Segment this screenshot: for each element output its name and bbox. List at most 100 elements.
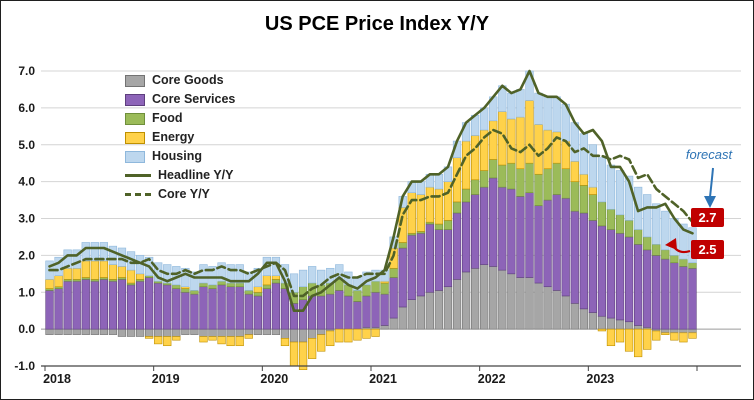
bar-segment	[108, 328, 118, 335]
bar-segment	[489, 266, 498, 330]
bar-segment	[389, 267, 398, 278]
bar-segment	[543, 199, 552, 288]
bar-segment	[407, 299, 416, 330]
bar-segment	[534, 92, 543, 125]
bar-segment	[634, 328, 643, 358]
bar-segment	[606, 208, 616, 230]
bar-segment	[326, 293, 335, 330]
bar-segment	[190, 328, 199, 335]
bar-segment	[552, 194, 561, 291]
bar-segment	[425, 223, 434, 293]
bar-segment	[117, 328, 127, 337]
bar-segment	[353, 301, 362, 330]
bar-segment	[407, 234, 416, 300]
bar-segment	[597, 201, 607, 227]
y-tick-label: 3.0	[18, 212, 35, 226]
bar-segment	[398, 306, 407, 330]
bar-segment	[543, 96, 552, 131]
bar-segment	[235, 282, 244, 288]
bar-segment	[208, 284, 217, 289]
bar-segment	[217, 280, 226, 286]
bar-segment	[434, 223, 444, 230]
core-line	[48, 128, 694, 298]
bar-segment	[461, 271, 471, 330]
bar-segment	[561, 197, 570, 297]
bar-segment	[190, 271, 199, 291]
bar-segment	[253, 286, 262, 293]
bar-segment	[90, 260, 99, 280]
bar-segment	[326, 330, 335, 347]
bar-segment	[679, 328, 688, 334]
bar-segment	[480, 170, 489, 188]
bar-segment	[534, 173, 543, 206]
bar-segment	[652, 330, 661, 341]
bar-segment	[597, 157, 607, 203]
x-tick-label: 2021	[369, 372, 397, 386]
bar-segment	[81, 279, 90, 330]
bar-segment	[271, 275, 281, 280]
y-tick-label: 6.0	[18, 101, 35, 115]
bar-segment	[199, 282, 208, 288]
bar-segment	[579, 212, 588, 310]
bar-segment	[145, 336, 154, 339]
bar-segment	[380, 282, 389, 295]
bar-segment	[235, 328, 244, 337]
headline-line-sample	[125, 174, 151, 177]
bar-segment	[452, 201, 462, 214]
legend-item-energy: Energy	[125, 128, 235, 147]
bar-segment	[516, 116, 525, 170]
bar-segment	[280, 338, 290, 347]
bar-segment	[172, 328, 181, 337]
x-tick-label: 2019	[152, 372, 180, 386]
bar-segment	[271, 282, 281, 330]
bar-segment	[606, 164, 616, 210]
bar-segment	[561, 168, 570, 199]
bar-segment	[289, 273, 299, 293]
bar-segment	[552, 96, 561, 133]
bar-segment	[235, 286, 244, 330]
bar-segment	[416, 181, 425, 195]
bar-segment	[634, 244, 643, 326]
bar-segment	[679, 223, 688, 260]
core-goods-swatch	[125, 74, 145, 87]
bar-segment	[534, 205, 543, 284]
chart-title: US PCE Price Index Y/Y	[264, 13, 490, 35]
bar-segment	[172, 284, 181, 289]
bar-segment	[507, 273, 516, 330]
bar-segment	[253, 328, 262, 335]
bar-segment	[507, 92, 516, 120]
bar-segment	[145, 328, 154, 337]
bar-segment	[81, 260, 90, 278]
legend-label: Core Y/Y	[158, 187, 210, 202]
bar-segment	[262, 328, 271, 335]
food-swatch	[125, 112, 145, 125]
bar-segment	[289, 341, 299, 367]
bar-segment	[99, 328, 108, 335]
bar-segment	[461, 140, 471, 190]
bar-segment	[688, 332, 697, 339]
bar-segment	[362, 328, 371, 339]
bar-segment	[507, 162, 516, 190]
bar-segment	[72, 328, 81, 335]
bar-segment	[208, 288, 217, 330]
bar-segment	[652, 255, 661, 330]
bar-segment	[579, 308, 588, 330]
bar-segment	[271, 328, 281, 335]
bar-segment	[688, 328, 697, 334]
bar-segment	[145, 277, 154, 330]
bar-segment	[335, 328, 344, 343]
bar-segment	[308, 266, 317, 284]
y-tick-label: 7.0	[18, 64, 35, 78]
bar-segment	[579, 185, 588, 214]
bar-segment	[615, 328, 625, 343]
bar-segment	[624, 236, 634, 323]
bar-segment	[108, 264, 118, 280]
bar-segment	[154, 328, 163, 337]
bar-segment	[452, 279, 462, 330]
bar-segment	[317, 328, 326, 335]
bar-segment	[108, 245, 118, 265]
series-core-services-bars	[45, 177, 697, 330]
bar-segment	[434, 173, 444, 190]
bar-segment	[154, 282, 163, 330]
